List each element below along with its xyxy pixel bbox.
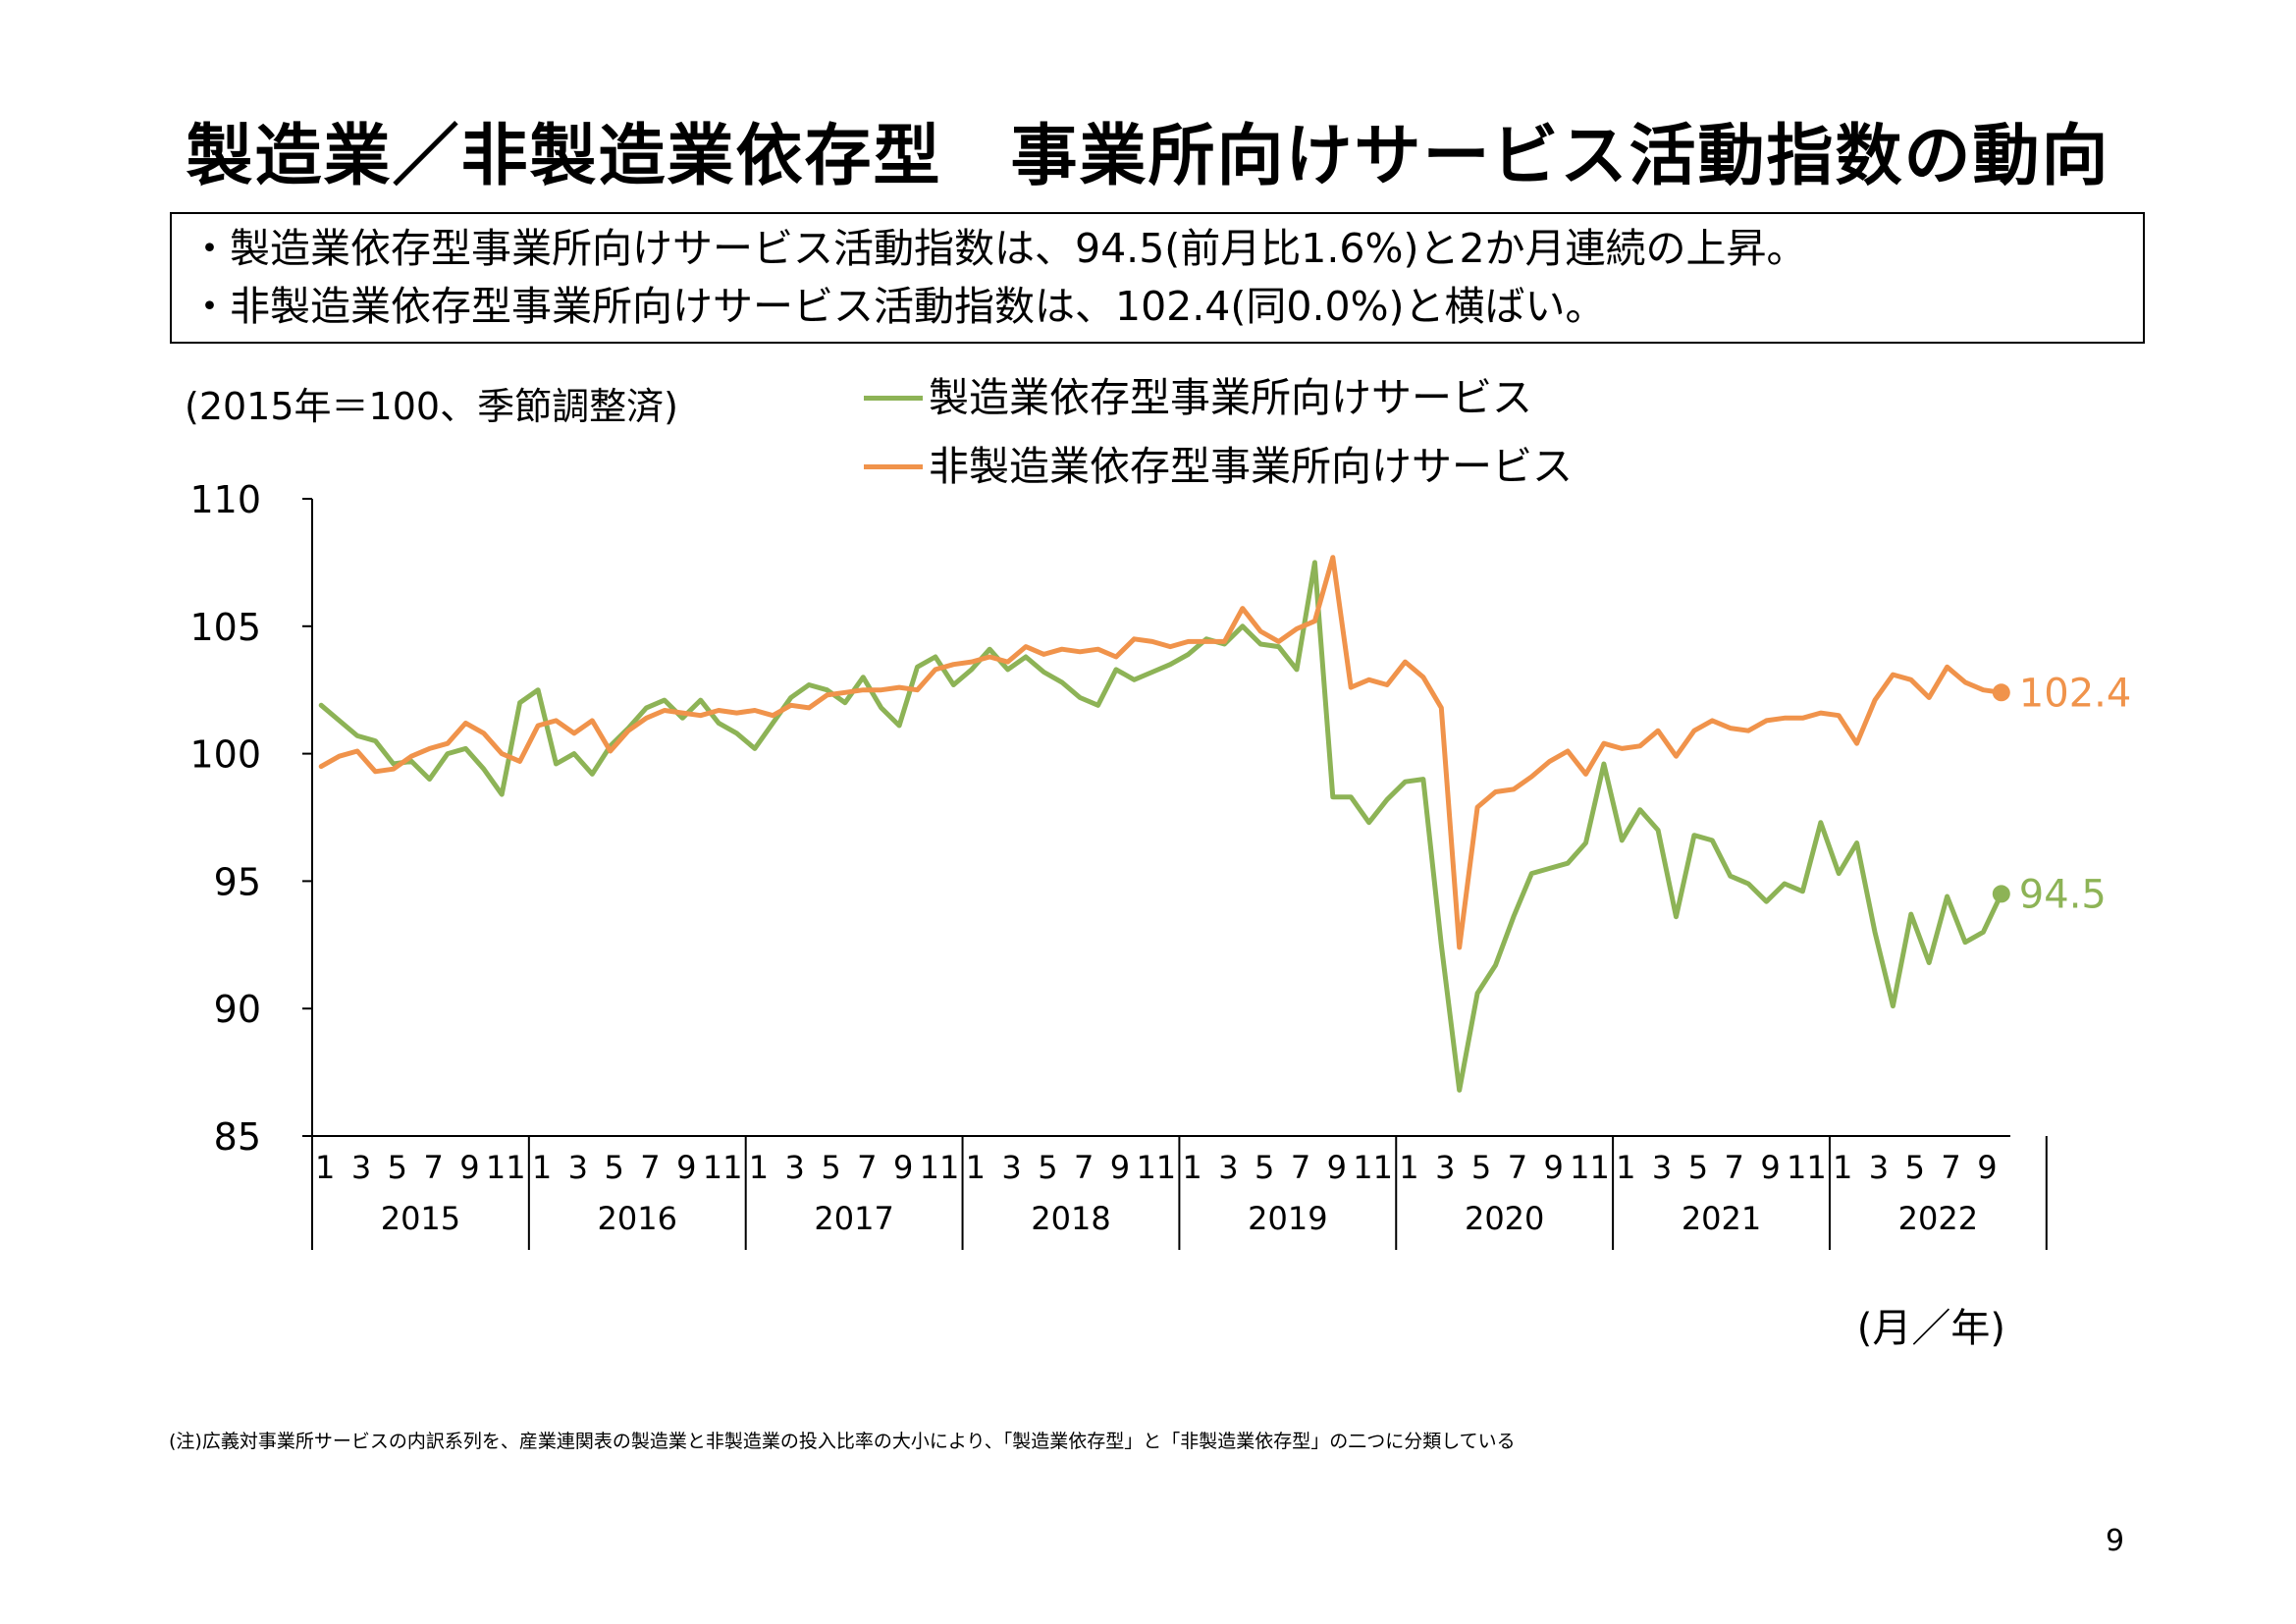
- x-month-label: 11: [1353, 1149, 1393, 1186]
- x-month-label: 11: [486, 1149, 526, 1186]
- x-month-label: 7: [1508, 1149, 1527, 1186]
- y-tick-label: 100: [189, 733, 261, 777]
- x-month-label: 3: [351, 1149, 371, 1186]
- x-month-label: 7: [1941, 1149, 1960, 1186]
- y-tick-label: 110: [189, 478, 261, 521]
- legend-swatch-non-manufacturing: [864, 464, 923, 469]
- summary-line-non-manufacturing: ・非製造業依存型事業所向けサービス活動指数は、102.4(同0.0%)と横ばい。: [189, 283, 1606, 330]
- x-month-label: 7: [857, 1149, 877, 1186]
- x-month-label: 5: [1471, 1149, 1491, 1186]
- x-month-label: 11: [1570, 1149, 1610, 1186]
- x-month-label: 7: [423, 1149, 443, 1186]
- last-point-marker-non-manufacturing: [1992, 683, 2010, 702]
- x-year-label: 2019: [1248, 1200, 1327, 1237]
- x-month-label: 3: [1218, 1149, 1238, 1186]
- x-month-label: 9: [1327, 1149, 1347, 1186]
- x-year-label: 2022: [1898, 1200, 1978, 1237]
- unit-label: (2015年＝100、季節調整済): [185, 385, 678, 428]
- x-month-label: 1: [966, 1149, 986, 1186]
- x-month-label: 1: [1616, 1149, 1635, 1186]
- last-point-marker-manufacturing: [1992, 885, 2010, 903]
- x-month-label: 5: [604, 1149, 623, 1186]
- x-year-label: 2021: [1682, 1200, 1761, 1237]
- x-month-label: 5: [388, 1149, 407, 1186]
- x-month-label: 5: [1038, 1149, 1057, 1186]
- y-tick-label: 95: [214, 860, 261, 903]
- x-month-label: 7: [1074, 1149, 1094, 1186]
- footnote: (注)広義対事業所サービスの内訳系列を、産業連関表の製造業と非製造業の投入比率の…: [169, 1431, 1516, 1452]
- legend-label-manufacturing: 製造業依存型事業所向けサービス: [929, 374, 1532, 421]
- page-title: 製造業／非製造業依存型 事業所向けサービス活動指数の動向: [186, 118, 2110, 195]
- y-tick-label: 90: [214, 988, 261, 1031]
- legend-swatch-manufacturing: [864, 396, 923, 401]
- x-month-label: 1: [1182, 1149, 1201, 1186]
- x-month-label: 1: [532, 1149, 552, 1186]
- x-month-label: 11: [1136, 1149, 1176, 1186]
- x-month-label: 9: [1977, 1149, 1997, 1186]
- last-value-label-manufacturing: 94.5: [2019, 872, 2107, 917]
- last-value-label-non-manufacturing: 102.4: [2019, 671, 2132, 716]
- x-year-label: 2017: [814, 1200, 893, 1237]
- x-month-label: 3: [568, 1149, 588, 1186]
- x-month-label: 1: [1399, 1149, 1418, 1186]
- x-month-label: 1: [749, 1149, 769, 1186]
- x-month-label: 3: [785, 1149, 805, 1186]
- legend-label-non-manufacturing: 非製造業依存型事業所向けサービス: [929, 443, 1573, 490]
- x-month-label: 9: [676, 1149, 696, 1186]
- x-month-label: 5: [1255, 1149, 1274, 1186]
- x-month-label: 7: [1291, 1149, 1310, 1186]
- x-month-label: 1: [1833, 1149, 1852, 1186]
- x-month-label: 1: [315, 1149, 335, 1186]
- axes-layer: [302, 498, 2048, 1250]
- x-month-label: 9: [459, 1149, 479, 1186]
- series-line-non-manufacturing: [318, 555, 2004, 950]
- x-month-label: 5: [1688, 1149, 1708, 1186]
- page-number: 9: [2106, 1524, 2125, 1558]
- x-month-label: 5: [821, 1149, 840, 1186]
- series-layer: [318, 555, 2010, 1093]
- x-month-label: 3: [1869, 1149, 1889, 1186]
- summary-line-manufacturing: ・製造業依存型事業所向けサービス活動指数は、94.5(前月比1.6%)と2か月連…: [189, 225, 1807, 272]
- x-month-label: 7: [1725, 1149, 1744, 1186]
- x-month-label: 11: [920, 1149, 960, 1186]
- x-year-label: 2016: [598, 1200, 677, 1237]
- x-month-label: 9: [1544, 1149, 1564, 1186]
- x-month-label: 3: [1652, 1149, 1672, 1186]
- series-line-manufacturing: [318, 560, 2004, 1093]
- x-month-label: 7: [640, 1149, 660, 1186]
- x-year-label: 2015: [381, 1200, 460, 1237]
- x-month-label: 3: [1001, 1149, 1021, 1186]
- x-month-label: 11: [703, 1149, 743, 1186]
- x-month-label: 9: [1110, 1149, 1130, 1186]
- x-month-label: 9: [893, 1149, 913, 1186]
- x-month-label: 3: [1435, 1149, 1455, 1186]
- x-year-label: 2020: [1465, 1200, 1544, 1237]
- y-tick-label: 105: [189, 606, 261, 649]
- x-month-label: 9: [1760, 1149, 1780, 1186]
- x-year-label: 2018: [1031, 1200, 1110, 1237]
- x-month-label: 5: [1905, 1149, 1925, 1186]
- summary-box: ・製造業依存型事業所向けサービス活動指数は、94.5(前月比1.6%)と2か月連…: [170, 212, 2145, 344]
- x-month-label: 11: [1787, 1149, 1827, 1186]
- x-axis-title: (月／年): [1857, 1306, 2005, 1351]
- y-tick-label: 85: [214, 1115, 261, 1159]
